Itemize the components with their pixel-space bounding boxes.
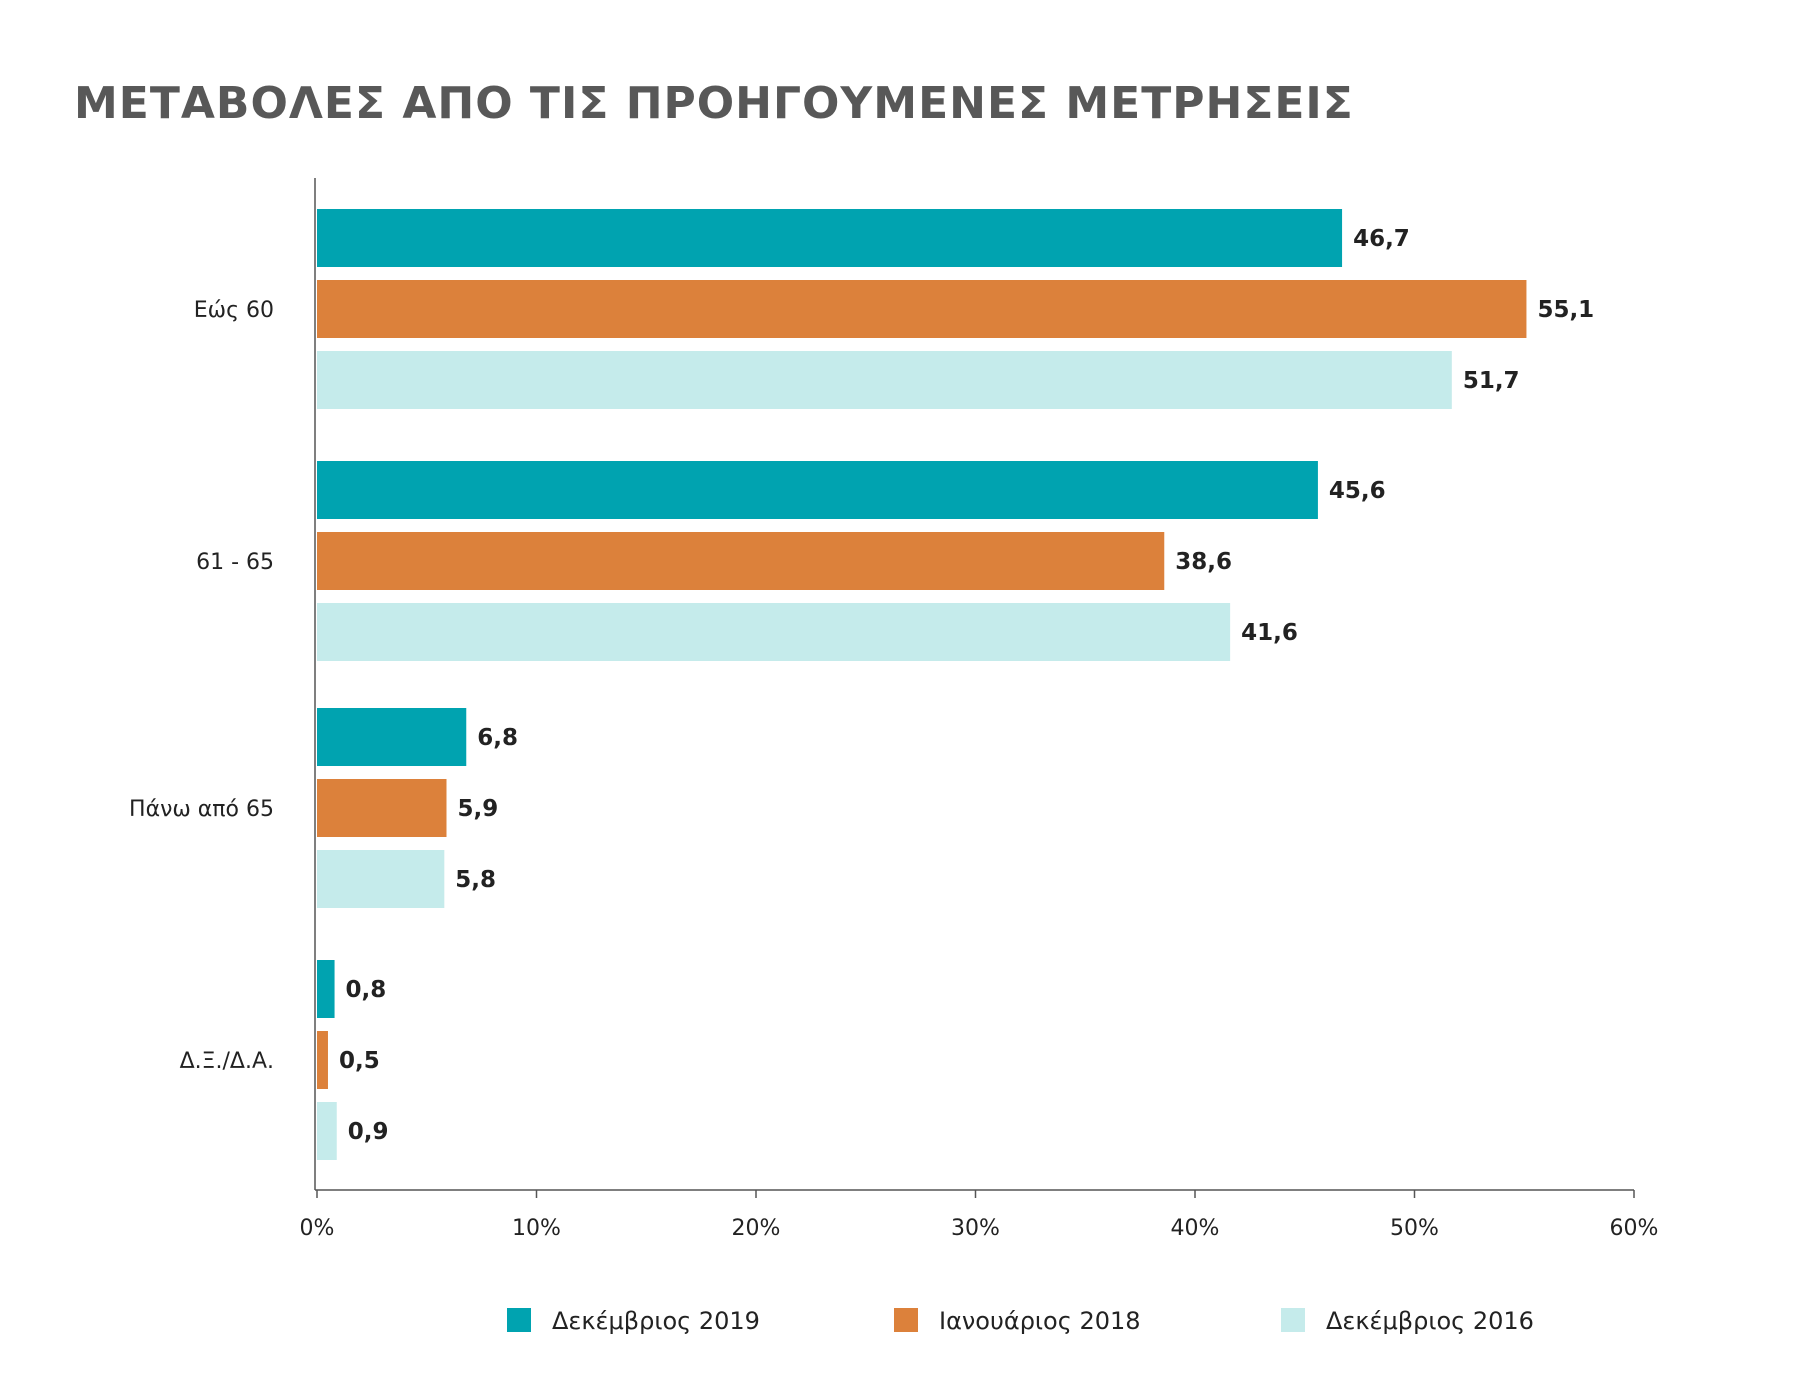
data-label: 46,7 [1353, 226, 1410, 252]
bar [317, 461, 1318, 519]
category-label: Πάνω από 65 [129, 797, 274, 822]
x-tick-label: 20% [732, 1216, 781, 1241]
chart-title: ΜΕΤΑΒΟΛΕΣ ΑΠΟ ΤΙΣ ΠΡΟΗΓΟΥΜΕΝΕΣ ΜΕΤΡΗΣΕΙΣ [74, 78, 1354, 129]
legend-swatch [507, 1308, 531, 1332]
bar [317, 1031, 328, 1089]
legend-label: Δεκέμβριος 2016 [1326, 1307, 1534, 1335]
x-tick-label: 30% [951, 1216, 1000, 1241]
bar [317, 209, 1343, 267]
x-tick-label: 0% [300, 1216, 335, 1241]
bar [317, 603, 1231, 661]
bar [317, 708, 467, 766]
legend-label: Ιανουάριος 2018 [939, 1307, 1141, 1335]
data-label: 51,7 [1463, 368, 1520, 394]
x-tick-label: 40% [1171, 1216, 1220, 1241]
category-label: Εώς 60 [194, 298, 274, 323]
data-label: 5,8 [455, 867, 496, 893]
legend-swatch [1281, 1308, 1305, 1332]
data-label: 38,6 [1175, 549, 1232, 575]
legend-label: Δεκέμβριος 2019 [552, 1307, 760, 1335]
bar [317, 1102, 337, 1160]
bar [317, 280, 1527, 338]
category-label: Δ.Ξ./Δ.Α. [180, 1049, 274, 1074]
data-label: 55,1 [1537, 297, 1594, 323]
bar [317, 779, 447, 837]
data-label: 5,9 [458, 796, 499, 822]
bar [317, 532, 1165, 590]
x-tick-label: 50% [1390, 1216, 1439, 1241]
bar [317, 960, 335, 1018]
data-label: 0,9 [348, 1119, 389, 1145]
data-label: 0,5 [339, 1048, 380, 1074]
data-label: 6,8 [477, 725, 518, 751]
data-label: 45,6 [1329, 478, 1386, 504]
bar [317, 351, 1452, 409]
x-tick-label: 60% [1610, 1216, 1659, 1241]
bar [317, 850, 445, 908]
category-label: 61 - 65 [196, 550, 274, 575]
x-tick-label: 10% [512, 1216, 561, 1241]
data-label: 41,6 [1241, 620, 1298, 646]
legend-swatch [894, 1308, 918, 1332]
data-label: 0,8 [346, 977, 387, 1003]
